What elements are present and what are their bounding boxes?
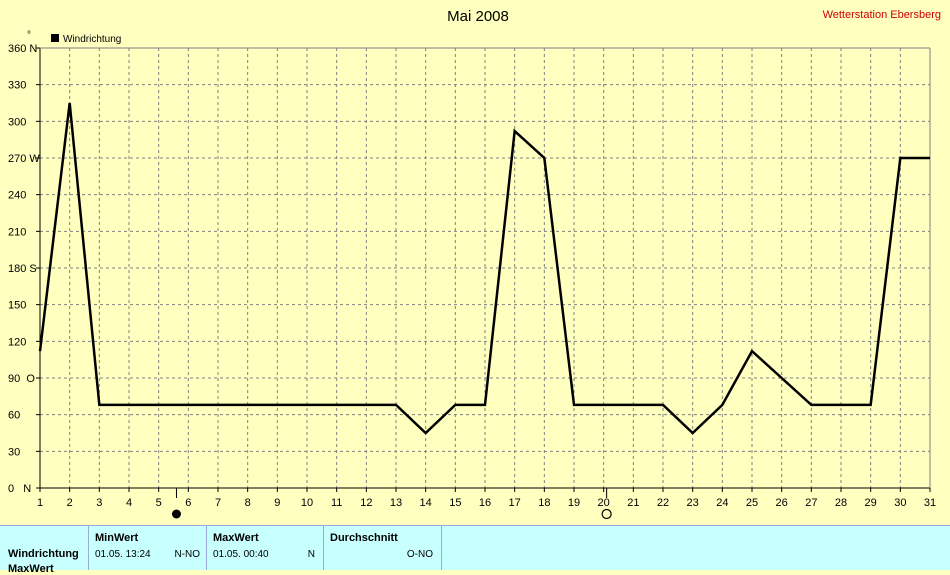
stats-max-column: MaxWert 01.05. 00:40 N (207, 526, 324, 570)
x-tick-label: 9 (274, 497, 280, 509)
x-tick-label: 15 (449, 497, 461, 509)
avg-header: Durchschnitt (330, 532, 398, 544)
x-tick-label: 7 (215, 497, 221, 509)
degree-symbol: ° (27, 30, 31, 41)
x-tick-label: 24 (716, 497, 728, 509)
x-tick-label: 17 (509, 497, 521, 509)
statistics-panel: Windrichtung MaxWert MinWert 01.05. 13:2… (0, 525, 950, 575)
y-tick-label: 60 (8, 410, 20, 422)
new-moon-icon (171, 509, 181, 519)
x-tick-label: 23 (687, 497, 699, 509)
grid (40, 48, 930, 488)
legend-swatch (51, 34, 59, 42)
x-tick-label: 10 (301, 497, 313, 509)
y-tick-label: 240 (8, 190, 26, 202)
y-tick-label: 150 (8, 300, 26, 312)
series-layer (38, 102, 930, 435)
x-tick-labels: 1 2 3 4 5 6 7 8 9 10 11 12 13 14 15 16 17 18 19 20 21 22 23 24 2… (37, 497, 936, 509)
y-tick-label: 0 N (8, 483, 31, 495)
full-moon-icon (601, 508, 612, 520)
y-tick-label: 30 (8, 446, 20, 458)
chart-title: Mai 2008 (447, 8, 509, 25)
x-tick-label: 13 (390, 497, 402, 509)
x-tick-label: 18 (538, 497, 550, 509)
x-tick-label: 4 (126, 497, 132, 509)
x-tick-label: 21 (627, 497, 639, 509)
moon-markers (171, 488, 612, 520)
series-line-windrichtung (38, 102, 930, 435)
x-tick-label: 29 (865, 497, 877, 509)
x-tick-label: 30 (894, 497, 906, 509)
y-tick-label: 90 O (8, 373, 35, 385)
min-header: MinWert (95, 532, 139, 544)
y-tick-label: 360 N (8, 43, 37, 55)
stats-label-column: Windrichtung MaxWert (0, 526, 89, 575)
y-tick-label: 270 W (8, 153, 40, 165)
y-tick-label: 210 (8, 226, 26, 238)
row-label-maxwert: MaxWert (8, 563, 54, 575)
x-tick-label: 27 (805, 497, 817, 509)
min-direction: N-NO (174, 549, 200, 560)
x-tick-label: 8 (245, 497, 251, 509)
y-tick-label: 120 (8, 336, 26, 348)
x-tick-label: 3 (96, 497, 102, 509)
x-tick-label: 25 (746, 497, 758, 509)
axes (36, 47, 931, 492)
min-time: 01.05. 13:24 (95, 549, 151, 560)
max-time: 01.05. 00:40 (213, 549, 269, 560)
x-tick-label: 28 (835, 497, 847, 509)
legend-label: Windrichtung (63, 34, 121, 45)
y-tick-labels: 0 N 30 60 90 O 120 150 180 S 210 240 270 W 300 330 3… (8, 43, 40, 495)
stats-min-column: MinWert 01.05. 13:24 N-NO (89, 526, 207, 570)
x-tick-label: 1 (37, 497, 43, 509)
y-tick-label: 180 S (8, 263, 37, 275)
x-tick-label: 31 (924, 497, 936, 509)
x-tick-label: 2 (67, 497, 73, 509)
x-tick-label: 6 (185, 497, 191, 509)
station-label: Wetterstation Ebersberg (823, 9, 941, 21)
y-tick-label: 330 (8, 80, 26, 92)
row-label-windrichtung: Windrichtung (8, 548, 79, 560)
y-tick-label: 300 (8, 116, 26, 128)
x-tick-label: 14 (420, 497, 432, 509)
x-tick-label: 26 (776, 497, 788, 509)
x-tick-label: 19 (568, 497, 580, 509)
x-tick-label: 5 (156, 497, 162, 509)
x-tick-label: 11 (331, 497, 342, 509)
avg-direction: O-NO (406, 549, 433, 560)
max-header: MaxWert (213, 532, 259, 544)
max-direction: N (307, 549, 315, 560)
x-tick-label: 20 (598, 497, 610, 509)
stats-avg-column: Durchschnitt O-NO (324, 526, 442, 570)
x-tick-label: 22 (657, 497, 669, 509)
x-tick-label: 16 (479, 497, 491, 509)
x-tick-label: 12 (360, 497, 372, 509)
